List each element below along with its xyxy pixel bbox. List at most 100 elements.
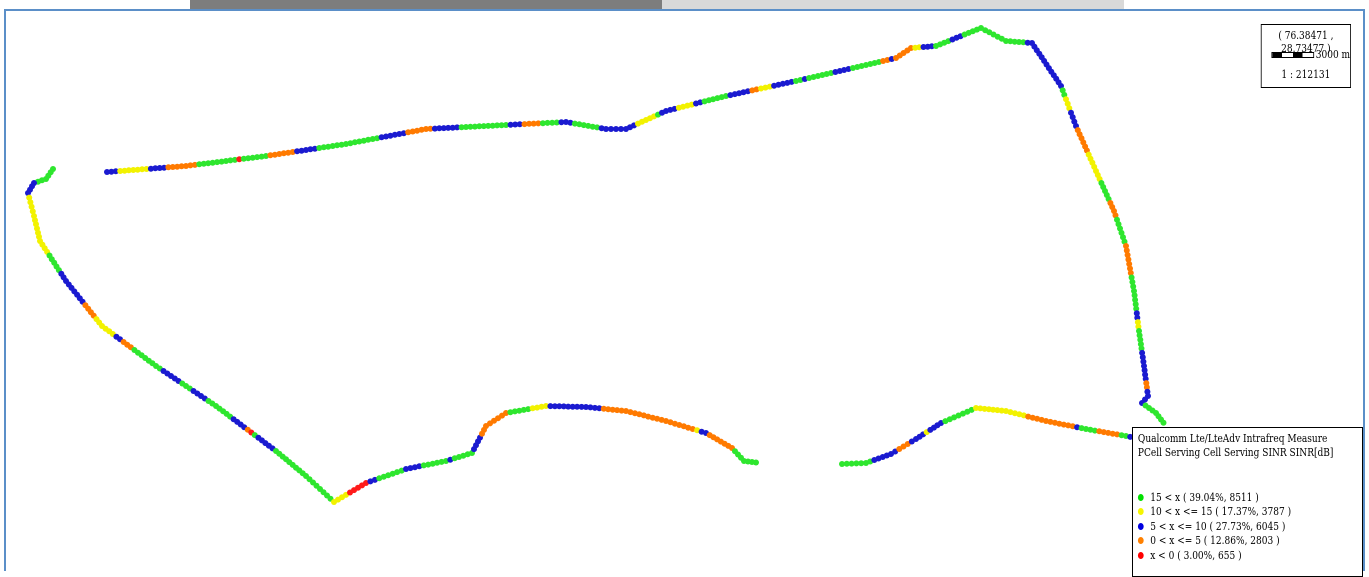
measurement-point bbox=[298, 147, 305, 154]
tab-strip bbox=[0, 0, 1369, 9]
measurement-point bbox=[1074, 424, 1081, 431]
measurement-point bbox=[1136, 328, 1142, 334]
measurement-point bbox=[338, 141, 345, 148]
measurement-point bbox=[553, 119, 560, 126]
measurement-point bbox=[753, 459, 759, 466]
measurement-point bbox=[161, 164, 168, 171]
measurement-point bbox=[152, 165, 159, 172]
measurement-point bbox=[1066, 105, 1073, 112]
measurement-point bbox=[1129, 279, 1136, 285]
measurement-point bbox=[589, 123, 596, 130]
measurement-point bbox=[196, 161, 203, 168]
measurement-point bbox=[558, 119, 565, 126]
measurement-point bbox=[174, 163, 181, 170]
measurement-point bbox=[187, 162, 194, 169]
measurement-point bbox=[549, 119, 556, 126]
measurement-point bbox=[578, 403, 585, 410]
measurement-point bbox=[507, 121, 514, 128]
measurement-point bbox=[427, 125, 434, 132]
measurement-point bbox=[1130, 283, 1137, 290]
legend-dot-blue bbox=[1137, 522, 1144, 530]
measurement-point bbox=[1109, 430, 1116, 437]
measurement-point bbox=[613, 126, 619, 132]
measurement-point bbox=[1128, 274, 1135, 281]
measurement-point bbox=[267, 152, 274, 159]
measurement-point bbox=[569, 403, 576, 410]
scale-indicator: ( 76.38471 , 28.73477 ) 3000 m 1 : 21213… bbox=[1260, 24, 1351, 88]
measurement-point bbox=[1069, 114, 1076, 121]
route-segment bbox=[104, 25, 1167, 426]
measurement-point bbox=[507, 409, 514, 416]
measurement-point bbox=[1137, 341, 1144, 348]
measurement-point bbox=[236, 156, 243, 163]
scale-distance: 3000 m bbox=[1315, 48, 1351, 61]
measurement-point bbox=[614, 407, 621, 414]
map-view[interactable]: ( 76.38471 , 28.73477 ) 3000 m 1 : 21213… bbox=[4, 9, 1365, 571]
measurement-point bbox=[1134, 314, 1141, 321]
measurement-point bbox=[1123, 247, 1130, 254]
measurement-point bbox=[685, 424, 692, 431]
tab-active[interactable] bbox=[190, 0, 662, 9]
measurement-point bbox=[645, 413, 652, 420]
measurement-point bbox=[853, 460, 860, 467]
measurement-point bbox=[526, 120, 533, 127]
measurement-point bbox=[1087, 426, 1094, 433]
measurement-point bbox=[108, 168, 115, 175]
measurement-point bbox=[125, 167, 132, 174]
measurement-point bbox=[139, 166, 146, 173]
measurement-point bbox=[416, 463, 423, 470]
measurement-point bbox=[480, 123, 487, 130]
measurement-point bbox=[654, 415, 661, 422]
scale-bar-row: 3000 m bbox=[1262, 48, 1351, 62]
measurement-point bbox=[245, 155, 252, 162]
measurement-point bbox=[374, 135, 381, 142]
measurement-point bbox=[1140, 358, 1147, 365]
measurement-point bbox=[178, 163, 185, 170]
measurement-point bbox=[143, 166, 150, 172]
measurement-point bbox=[1034, 415, 1041, 422]
measurement-point bbox=[603, 126, 609, 132]
tab-inactive[interactable] bbox=[662, 0, 1124, 9]
legend-title-line1: Qualcomm Lte/LteAdv Intrafreq Measure bbox=[1137, 432, 1328, 445]
measurement-point bbox=[200, 160, 207, 167]
measurement-point bbox=[1132, 296, 1139, 303]
measurement-point bbox=[574, 403, 581, 410]
measurement-point bbox=[467, 123, 474, 130]
legend-item-green: 15 < x ( 39.04%, 8511 ) bbox=[1137, 490, 1368, 505]
measurement-point bbox=[627, 409, 634, 416]
measurement-point bbox=[973, 405, 979, 411]
legend-label: 5 < x <= 10 ( 27.73%, 6045 ) bbox=[1150, 519, 1286, 533]
measurement-point bbox=[596, 405, 603, 412]
measurement-point bbox=[365, 136, 372, 143]
measurement-point bbox=[858, 460, 865, 467]
measurement-point bbox=[1020, 39, 1027, 46]
measurement-point bbox=[334, 142, 341, 149]
legend-dot-orange bbox=[1137, 537, 1144, 545]
measurement-point bbox=[117, 168, 124, 174]
measurement-point bbox=[609, 406, 616, 413]
measurement-point bbox=[585, 122, 592, 129]
measurement-point bbox=[600, 405, 607, 412]
measurement-point bbox=[294, 148, 301, 155]
measurement-point bbox=[449, 124, 456, 131]
measurement-point bbox=[1139, 349, 1146, 356]
measurement-point bbox=[512, 121, 519, 128]
measurement-point bbox=[543, 403, 549, 409]
measurement-point bbox=[434, 459, 441, 466]
measurement-point bbox=[431, 125, 438, 132]
legend-label: 0 < x <= 5 ( 12.86%, 2803 ) bbox=[1150, 534, 1280, 548]
measurement-point bbox=[1126, 261, 1133, 267]
measurement-point bbox=[567, 119, 574, 126]
measurement-point bbox=[347, 140, 354, 147]
measurement-point bbox=[990, 406, 997, 413]
measurement-point bbox=[485, 122, 492, 129]
legend-dot-green bbox=[1137, 493, 1144, 501]
measurement-point bbox=[1135, 323, 1142, 330]
route-segment bbox=[25, 166, 759, 505]
measurement-point bbox=[981, 405, 988, 412]
measurement-point bbox=[539, 120, 546, 127]
measurement-point bbox=[1096, 428, 1103, 435]
measurement-point bbox=[1091, 427, 1098, 434]
measurement-point bbox=[165, 164, 172, 171]
measurement-point bbox=[405, 129, 412, 136]
